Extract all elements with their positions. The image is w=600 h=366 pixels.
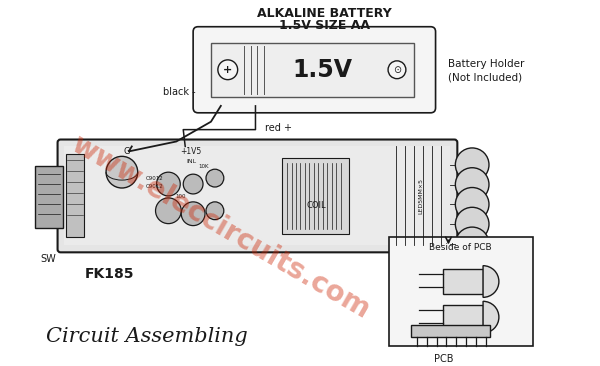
Bar <box>211 42 414 97</box>
Text: INL: INL <box>186 159 196 164</box>
Text: SW: SW <box>41 254 56 264</box>
Text: FK185: FK185 <box>84 267 134 281</box>
Text: 1.5V: 1.5V <box>292 58 352 82</box>
Circle shape <box>181 202 205 225</box>
Circle shape <box>155 198 181 224</box>
Circle shape <box>455 187 489 221</box>
Bar <box>35 166 62 228</box>
Text: 1.5V SIZE AA: 1.5V SIZE AA <box>279 19 370 32</box>
Circle shape <box>106 156 138 188</box>
Circle shape <box>218 60 238 80</box>
Circle shape <box>455 168 489 201</box>
FancyBboxPatch shape <box>193 27 436 113</box>
Circle shape <box>455 207 489 241</box>
Circle shape <box>206 169 224 187</box>
Circle shape <box>455 148 489 182</box>
Circle shape <box>183 174 203 194</box>
Wedge shape <box>483 266 499 297</box>
Text: C9012: C9012 <box>146 184 163 189</box>
Text: (Not Included): (Not Included) <box>448 73 523 83</box>
Text: Circuit Assembling: Circuit Assembling <box>46 327 248 346</box>
Bar <box>64 146 451 245</box>
Text: red +: red + <box>265 123 292 132</box>
Wedge shape <box>483 301 499 333</box>
Circle shape <box>206 202 224 220</box>
Text: ⊙: ⊙ <box>393 65 401 75</box>
Text: www.eleccircuits.com: www.eleccircuits.com <box>67 130 375 325</box>
Text: C9012: C9012 <box>146 176 163 181</box>
Circle shape <box>455 227 489 261</box>
Circle shape <box>157 172 180 196</box>
Text: LED5MM×5: LED5MM×5 <box>418 178 423 214</box>
Text: PCB: PCB <box>434 354 453 364</box>
Text: 10K: 10K <box>198 164 209 169</box>
Circle shape <box>388 61 406 79</box>
Bar <box>282 158 349 234</box>
Bar <box>67 154 84 238</box>
Text: Battery Holder: Battery Holder <box>448 59 525 69</box>
Text: black -: black - <box>163 87 196 97</box>
Bar <box>411 325 490 337</box>
Bar <box>389 238 533 346</box>
Text: G: G <box>124 147 130 156</box>
FancyBboxPatch shape <box>58 139 457 252</box>
Text: +1V5: +1V5 <box>181 147 202 156</box>
Text: 100: 100 <box>175 194 186 199</box>
Text: COIL: COIL <box>306 201 326 210</box>
Bar <box>443 305 483 329</box>
Bar <box>443 269 483 294</box>
Text: +: + <box>223 65 232 75</box>
Text: ALKALINE BATTERY: ALKALINE BATTERY <box>257 7 392 20</box>
Text: Beside of PCB: Beside of PCB <box>430 243 492 252</box>
